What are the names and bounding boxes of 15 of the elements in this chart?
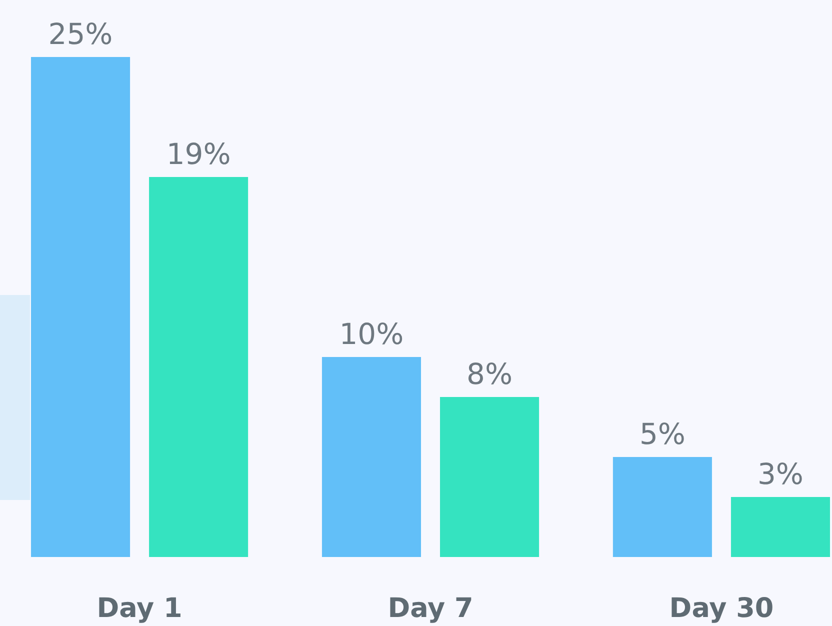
bar [612, 457, 712, 557]
bar [730, 497, 830, 557]
data-label: 5% [639, 417, 686, 451]
data-label: 3% [757, 457, 804, 491]
x-tick-label: Day 1 [96, 593, 182, 624]
data-label: 25% [48, 17, 113, 51]
data-label: 8% [466, 357, 513, 391]
x-tick-label: Day 30 [669, 593, 774, 624]
data-label: 10% [339, 317, 404, 351]
data-label: 19% [166, 137, 231, 171]
bar [322, 357, 421, 557]
bar [149, 177, 248, 557]
x-tick-label: Day 7 [388, 593, 474, 624]
bar [440, 397, 540, 557]
bar [31, 57, 130, 557]
